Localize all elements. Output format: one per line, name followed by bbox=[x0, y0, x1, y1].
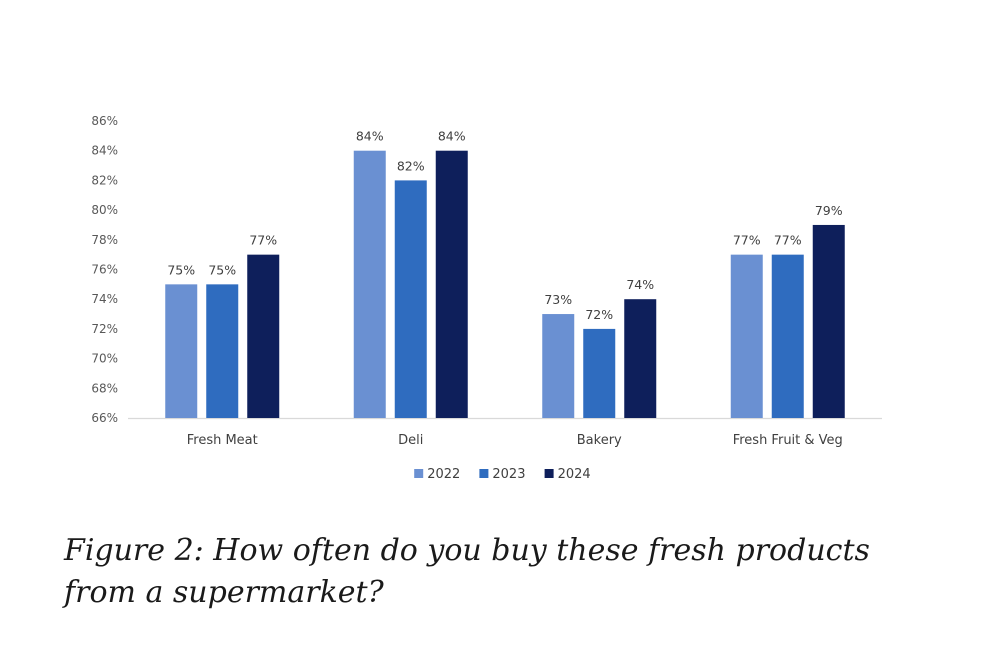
y-tick-label: 76% bbox=[91, 263, 118, 277]
y-tick-label: 68% bbox=[91, 381, 118, 395]
bar-2024 bbox=[247, 254, 280, 418]
data-label: 75% bbox=[167, 262, 195, 277]
bar-2022 bbox=[165, 284, 198, 418]
bar-2023 bbox=[771, 254, 804, 418]
bar-2022 bbox=[353, 150, 386, 418]
data-label: 77% bbox=[733, 233, 761, 248]
category-label: Bakery bbox=[577, 433, 622, 448]
bar-2024 bbox=[435, 150, 468, 418]
bar-2022 bbox=[542, 314, 575, 418]
y-tick-label: 70% bbox=[91, 352, 118, 366]
bar-2023 bbox=[583, 328, 616, 418]
data-label: 75% bbox=[208, 262, 236, 277]
y-tick-label: 82% bbox=[91, 173, 118, 187]
legend-swatch-2024 bbox=[544, 469, 554, 478]
bar-2023 bbox=[394, 180, 427, 418]
bar-2024 bbox=[624, 299, 657, 418]
y-tick-label: 78% bbox=[91, 233, 118, 247]
category-label: Fresh Meat bbox=[187, 433, 258, 448]
data-label: 74% bbox=[626, 277, 654, 292]
data-label: 84% bbox=[438, 129, 466, 144]
legend-swatch-2023 bbox=[479, 469, 489, 478]
data-label: 77% bbox=[774, 233, 802, 248]
bar-2023 bbox=[206, 284, 239, 418]
category-label: Deli bbox=[398, 433, 423, 448]
y-tick-label: 66% bbox=[91, 411, 118, 425]
data-label: 79% bbox=[815, 203, 843, 218]
y-tick-label: 80% bbox=[91, 203, 118, 217]
legend-swatch-2022 bbox=[414, 469, 424, 478]
legend-label: 2023 bbox=[492, 467, 525, 482]
y-tick-label: 86% bbox=[91, 114, 118, 128]
bar-2024 bbox=[812, 224, 845, 418]
y-tick-label: 74% bbox=[91, 292, 118, 306]
bar-chart: 66% 68% 70% 72% 74% 76% 78% 80% 82% 84% 86% 75% 75% 7… bbox=[91, 114, 882, 482]
data-label: 77% bbox=[249, 233, 277, 248]
data-label: 72% bbox=[585, 307, 613, 322]
figure-caption: Figure 2: How often do you buy these fre… bbox=[64, 533, 870, 610]
data-label: 82% bbox=[397, 158, 425, 173]
y-tick-label: 84% bbox=[91, 144, 118, 158]
legend-label: 2022 bbox=[427, 467, 460, 482]
data-label: 73% bbox=[544, 292, 572, 307]
category-label: Fresh Fruit & Veg bbox=[733, 433, 843, 448]
y-tick-label: 72% bbox=[91, 322, 118, 336]
legend-label: 2024 bbox=[558, 467, 591, 482]
bar-2022 bbox=[730, 254, 763, 418]
data-label: 84% bbox=[356, 129, 384, 144]
